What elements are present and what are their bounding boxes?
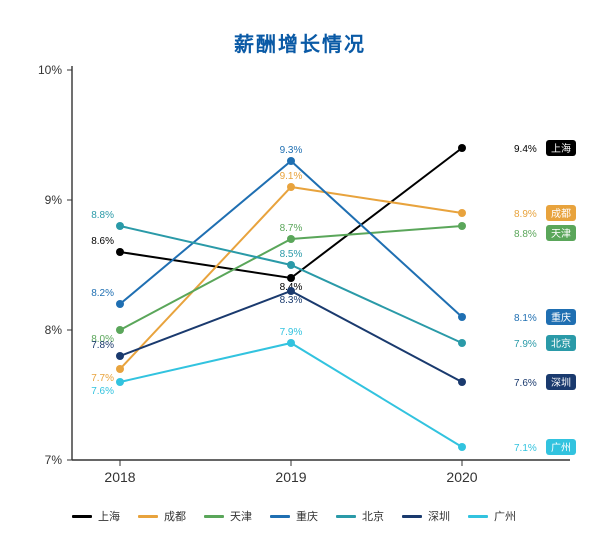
end-label-text-chengdu: 成都 [551, 208, 571, 220]
series-point-guangzhou [116, 378, 124, 386]
series-point-beijing [116, 222, 124, 230]
series-point-tianjin [287, 235, 295, 243]
point-label-beijing: 8.5% [280, 249, 303, 260]
series-point-shenzhen [458, 378, 466, 386]
series-point-shanghai [458, 144, 466, 152]
y-tick-label: 9% [45, 193, 63, 207]
legend-swatch [72, 515, 92, 518]
x-tick-label: 2020 [446, 469, 477, 485]
legend-item-chongqing: 重庆 [270, 508, 318, 524]
series-point-chongqing [116, 300, 124, 308]
end-label-text-shanghai: 上海 [551, 142, 571, 155]
point-label-guangzhou: 7.6% [91, 386, 114, 397]
point-label-guangzhou: 7.9% [280, 327, 303, 338]
legend-swatch [270, 515, 290, 518]
point-label-tianjin: 8.7% [280, 223, 303, 234]
end-label-text-shenzhen: 深圳 [551, 377, 571, 389]
legend-label: 上海 [98, 508, 120, 524]
series-point-beijing [287, 261, 295, 269]
legend-swatch [468, 515, 488, 518]
end-label-text-guangzhou: 广州 [551, 442, 571, 454]
point-label-chongqing: 8.2% [91, 288, 114, 299]
series-point-shanghai [116, 248, 124, 256]
legend-item-guangzhou: 广州 [468, 508, 516, 524]
end-value-shenzhen: 7.6% [514, 378, 537, 389]
series-point-tianjin [116, 326, 124, 334]
legend-swatch [402, 515, 422, 518]
y-tick-label: 8% [45, 323, 63, 337]
point-label-shenzhen: 8.3% [280, 295, 303, 306]
legend-label: 深圳 [428, 508, 450, 524]
line-chart-svg: 7%8%9%10%2018201920208.6%8.4%7.7%9.1%8.0… [0, 0, 600, 542]
series-point-chengdu [458, 209, 466, 217]
y-tick-label: 7% [45, 453, 63, 467]
chart-container: 薪酬增长情况 7%8%9%10%2018201920208.6%8.4%7.7%… [0, 0, 600, 542]
end-value-shanghai: 9.4% [514, 144, 537, 155]
point-label-shenzhen: 7.8% [91, 340, 114, 351]
point-label-chengdu: 7.7% [91, 373, 114, 384]
legend-item-beijing: 北京 [336, 508, 384, 524]
legend-item-shenzhen: 深圳 [402, 508, 450, 524]
legend-item-tianjin: 天津 [204, 508, 252, 524]
legend-swatch [336, 515, 356, 518]
legend-label: 北京 [362, 508, 384, 524]
end-value-beijing: 7.9% [514, 339, 537, 350]
x-tick-label: 2018 [104, 469, 135, 485]
chart-title: 薪酬增长情况 [0, 28, 600, 57]
series-point-beijing [458, 339, 466, 347]
legend-label: 广州 [494, 508, 516, 524]
end-value-chongqing: 8.1% [514, 313, 537, 324]
end-value-chengdu: 8.9% [514, 209, 537, 220]
series-point-shenzhen [116, 352, 124, 360]
legend-swatch [204, 515, 224, 518]
x-tick-label: 2019 [275, 469, 306, 485]
legend-label: 天津 [230, 508, 252, 524]
point-label-beijing: 8.8% [91, 210, 114, 221]
legend-label: 重庆 [296, 508, 318, 524]
series-point-chongqing [458, 313, 466, 321]
series-point-chengdu [116, 365, 124, 373]
series-point-shanghai [287, 274, 295, 282]
series-point-guangzhou [458, 443, 466, 451]
series-point-chengdu [287, 183, 295, 191]
series-point-shenzhen [287, 287, 295, 295]
series-point-guangzhou [287, 339, 295, 347]
legend-item-shanghai: 上海 [72, 508, 120, 524]
point-label-shanghai: 8.6% [91, 236, 114, 247]
legend-label: 成都 [164, 508, 186, 524]
point-label-chongqing: 9.3% [280, 145, 303, 156]
end-value-guangzhou: 7.1% [514, 443, 537, 454]
legend-item-chengdu: 成都 [138, 508, 186, 524]
end-value-tianjin: 8.8% [514, 229, 537, 240]
series-point-tianjin [458, 222, 466, 230]
end-label-text-chongqing: 重庆 [551, 311, 571, 324]
point-label-chengdu: 9.1% [280, 171, 303, 182]
series-line-guangzhou [120, 343, 462, 447]
end-label-text-tianjin: 天津 [551, 228, 571, 240]
series-point-chongqing [287, 157, 295, 165]
legend-swatch [138, 515, 158, 518]
y-tick-label: 10% [38, 63, 62, 77]
end-label-text-beijing: 北京 [551, 337, 571, 350]
chart-legend: 上海 成都 天津 重庆 北京 深圳 广州 [72, 508, 516, 524]
